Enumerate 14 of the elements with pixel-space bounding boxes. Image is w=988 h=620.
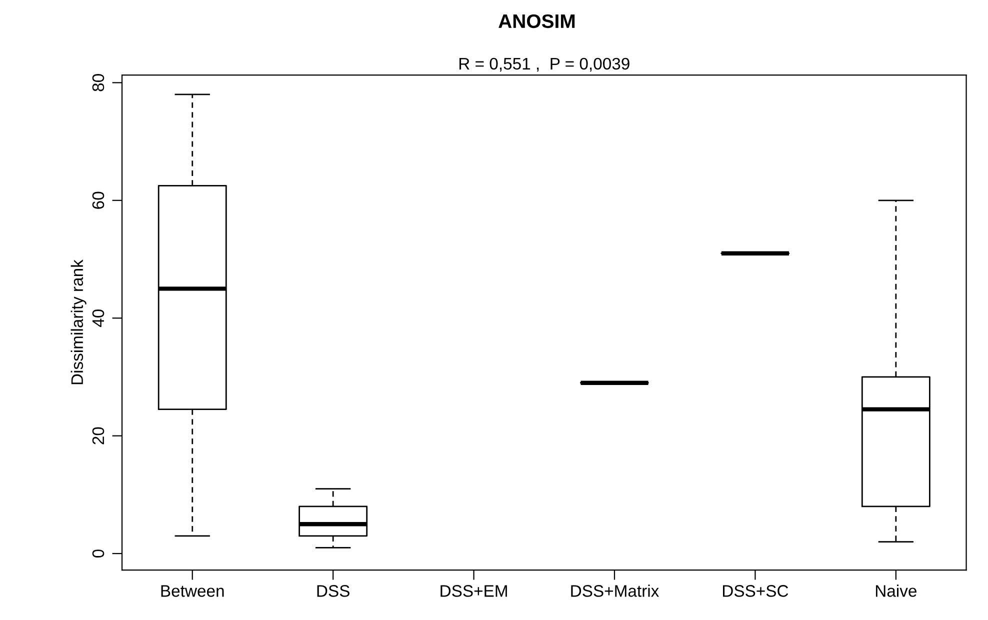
y-tick-label: 80 (92, 74, 104, 92)
x-tick-label: DSS+Matrix (571, 584, 659, 597)
y-tick-label: 40 (92, 309, 104, 327)
x-tick-label: DSS+EM (440, 585, 507, 597)
chart-title: ANOSIM (498, 14, 575, 28)
x-tick-label: Naive (876, 584, 916, 597)
chart-subtitle: R = 0,551 , P = 0,0039 (459, 58, 630, 72)
x-tick-label: DSS+SC (722, 585, 788, 597)
x-tick-label: DSS (317, 585, 350, 597)
y-tick-label: 20 (92, 427, 104, 444)
y-tick-label: 0 (92, 550, 104, 558)
y-tick-label: 60 (92, 192, 104, 209)
x-tick-label: Between (161, 585, 224, 597)
y-axis-title: Dissimilarity rank (70, 260, 86, 384)
